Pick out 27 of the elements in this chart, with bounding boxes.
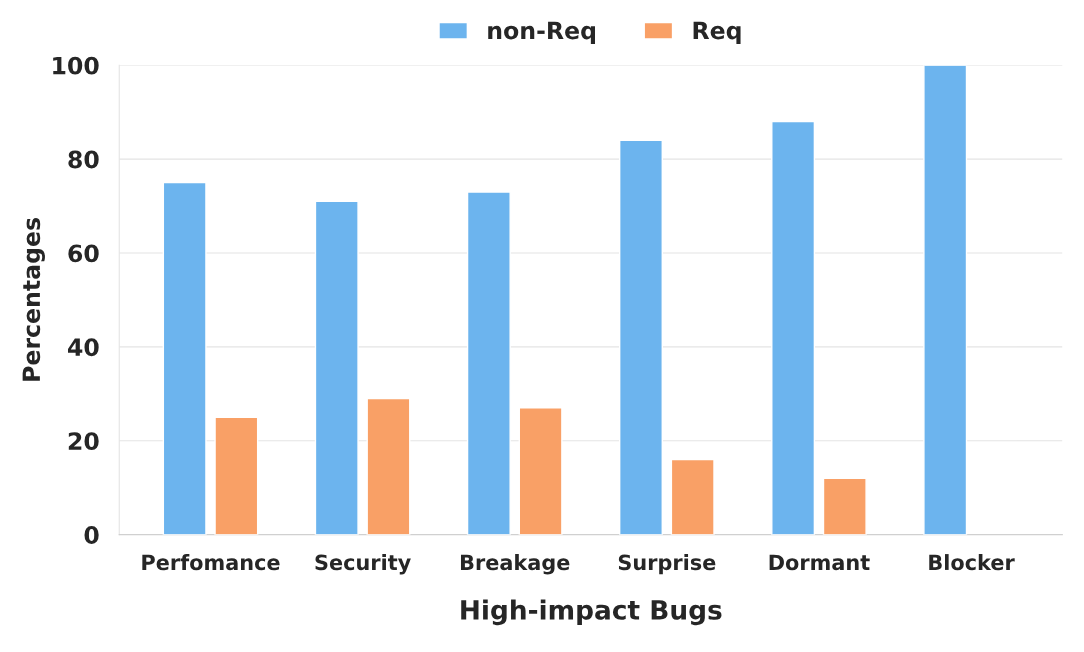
y-tick-label: 0 [84, 526, 99, 544]
y-tick-label: 80 [68, 150, 99, 169]
x-tick-label: Perfomance [142, 554, 280, 571]
x-tick-label: Blocker [929, 554, 1015, 571]
legend-label: non-Req [488, 21, 596, 44]
legend-label: Req [693, 21, 741, 44]
bar [314, 200, 359, 535]
bar [366, 397, 411, 535]
bar [670, 458, 715, 535]
y-tick-label: 20 [68, 432, 99, 451]
bar [162, 181, 207, 535]
x-tick-label: Security [315, 554, 411, 575]
y-axis-title: Percentages [22, 218, 45, 381]
x-tick-label: Dormant [769, 554, 870, 571]
bar [923, 65, 968, 535]
bar [822, 477, 867, 535]
x-tick-label: Breakage [460, 554, 570, 575]
bar [618, 139, 663, 535]
y-tick-label: 40 [68, 338, 99, 357]
bar [518, 407, 563, 535]
x-axis-title: High-impact Bugs [461, 599, 722, 626]
bar [771, 120, 816, 535]
bar [466, 191, 511, 535]
bar [214, 416, 259, 535]
y-tick-label: 60 [68, 244, 99, 263]
x-tick-label: Surprise [618, 554, 716, 575]
y-tick-label: 100 [53, 56, 99, 75]
